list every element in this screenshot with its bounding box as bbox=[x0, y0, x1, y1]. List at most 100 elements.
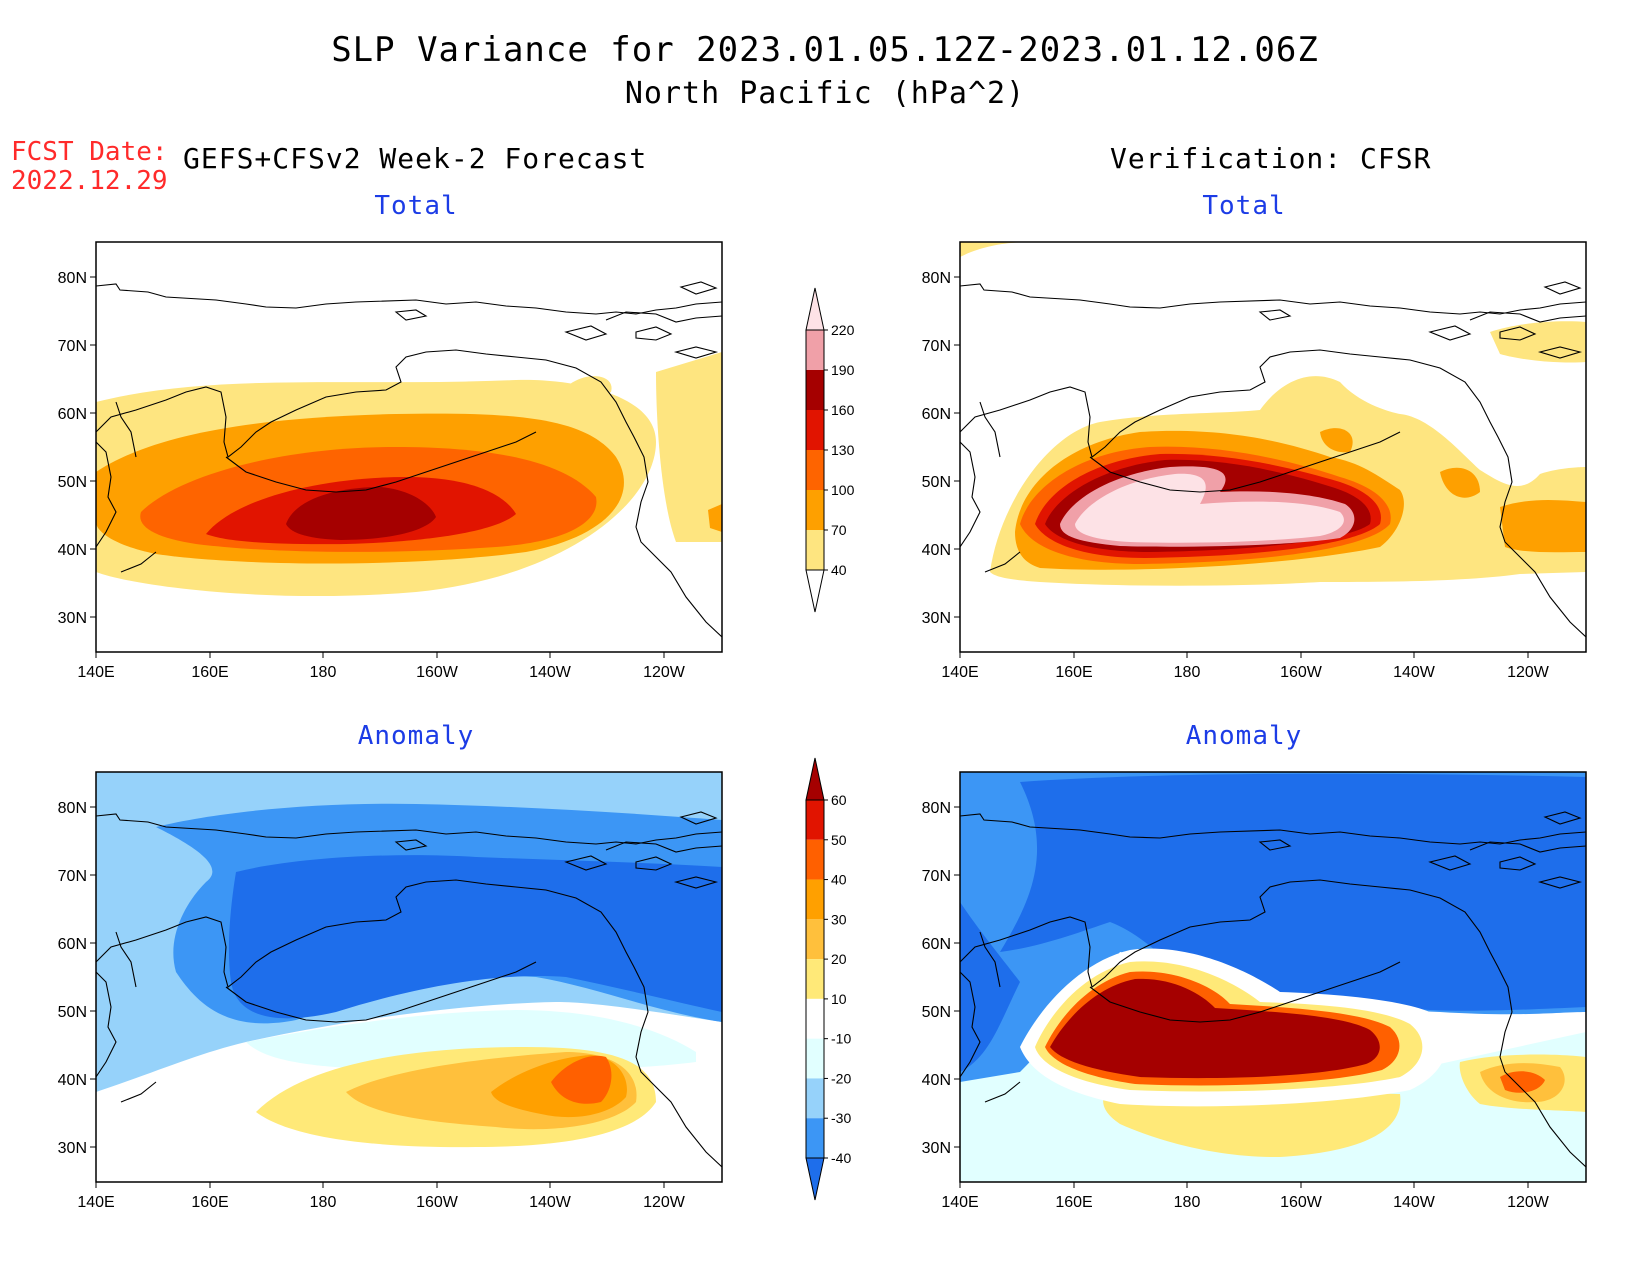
contour-region bbox=[1490, 321, 1586, 363]
contour-region bbox=[1320, 428, 1353, 453]
lon-tick-label: 160W bbox=[416, 1194, 459, 1211]
colorbar-label: 60 bbox=[831, 792, 847, 808]
lon-tick-label: 120W bbox=[1507, 664, 1550, 681]
colorbar-label: 130 bbox=[831, 442, 855, 458]
lat-tick-label: 70N bbox=[922, 338, 951, 355]
lon-tick-label: 120W bbox=[643, 1194, 686, 1211]
lon-tick-label: 180 bbox=[310, 664, 337, 681]
verification-heading: Verification: CFSR bbox=[1110, 142, 1432, 175]
colorbar-segment bbox=[806, 410, 824, 450]
lat-tick-label: 30N bbox=[922, 1140, 951, 1157]
lat-tick-label: 80N bbox=[922, 270, 951, 287]
contour-region bbox=[286, 487, 436, 540]
lon-tick-label: 140W bbox=[529, 1194, 572, 1211]
contour-region bbox=[1500, 499, 1586, 553]
colorbar-segment bbox=[805, 1157, 825, 1201]
lat-tick-label: 60N bbox=[922, 406, 951, 423]
contour-region bbox=[1103, 1091, 1401, 1158]
lat-tick-label: 60N bbox=[922, 936, 951, 953]
colorbar-label: -20 bbox=[831, 1070, 851, 1086]
colorbar-segment bbox=[806, 1038, 824, 1079]
lat-tick-label: 50N bbox=[922, 474, 951, 491]
contour-fills bbox=[960, 772, 1586, 1182]
colorbar-label: 100 bbox=[831, 482, 855, 498]
panel-title-verif-total: Total bbox=[1202, 191, 1286, 221]
lon-tick-label: 160W bbox=[416, 664, 459, 681]
colorbar-label: 10 bbox=[831, 991, 847, 1007]
colorbar-label: 30 bbox=[831, 911, 847, 927]
lat-tick-label: 40N bbox=[58, 1072, 87, 1089]
lat-tick-label: 50N bbox=[58, 1004, 87, 1021]
contour-region bbox=[960, 902, 1020, 1072]
colorbar-label: 40 bbox=[831, 872, 847, 888]
colorbar-segment bbox=[806, 530, 824, 570]
contour-fills bbox=[96, 352, 722, 597]
lat-tick-label: 70N bbox=[58, 338, 87, 355]
map-frame bbox=[95, 771, 723, 1183]
colorbar-segment bbox=[806, 1118, 824, 1158]
contour-region bbox=[551, 1055, 612, 1104]
lon-tick-label: 140E bbox=[77, 1194, 114, 1211]
chart-title: SLP Variance for 2023.01.05.12Z-2023.01.… bbox=[331, 30, 1319, 70]
colorbar-segment bbox=[806, 370, 824, 410]
lat-tick-label: 40N bbox=[922, 542, 951, 559]
lon-tick-label: 140E bbox=[941, 664, 978, 681]
colorbar-segment bbox=[806, 800, 824, 840]
lon-tick-label: 180 bbox=[310, 1194, 337, 1211]
contour-region bbox=[708, 504, 722, 532]
lat-tick-label: 50N bbox=[58, 474, 87, 491]
lon-tick-label: 140E bbox=[941, 1194, 978, 1211]
colorbar-anomaly: -40 -30 -20 -10 10 20 30 40 50 60 bbox=[805, 757, 851, 1201]
lon-tick-label: 140W bbox=[529, 664, 572, 681]
lon-tick-label: 160W bbox=[1280, 1194, 1323, 1211]
lat-tick-label: 50N bbox=[922, 1004, 951, 1021]
colorbar-segment bbox=[806, 450, 824, 490]
colorbar-label: 220 bbox=[831, 322, 855, 338]
colorbar-label: 20 bbox=[831, 951, 847, 967]
lon-tick-label: 140E bbox=[77, 664, 114, 681]
colorbar-label: 160 bbox=[831, 402, 855, 418]
forecast-heading: GEFS+CFSv2 Week-2 Forecast bbox=[183, 142, 648, 175]
contour-region bbox=[228, 855, 722, 1019]
lon-tick-label: 180 bbox=[1174, 664, 1201, 681]
colorbar-label: 50 bbox=[831, 832, 847, 848]
lon-tick-label: 160E bbox=[1055, 664, 1092, 681]
colorbar-segment bbox=[806, 879, 824, 920]
lat-tick-label: 40N bbox=[922, 1072, 951, 1089]
contour-region bbox=[960, 242, 1040, 257]
fcst-date-value: 2022.12.29 bbox=[11, 166, 168, 196]
colorbar-label: 70 bbox=[831, 522, 847, 538]
panel-title-fcst-anomaly: Anomaly bbox=[357, 721, 475, 751]
colorbar-segment bbox=[806, 490, 824, 530]
lat-tick-label: 30N bbox=[58, 1140, 87, 1157]
colorbar-segment bbox=[806, 919, 824, 960]
map-panel-verif-anomaly: 80N 70N 60N 50N 40N 30N 140E 160E 180 160W 140W 120… bbox=[922, 771, 1587, 1211]
colorbar-label: 40 bbox=[831, 562, 847, 578]
map-panel-fcst-total: 80N 70N 60N 50N 40N 30N 140E 160E 180 160W 140W 120… bbox=[58, 241, 723, 681]
lon-tick-label: 160W bbox=[1280, 664, 1323, 681]
lon-tick-label: 160E bbox=[191, 1194, 228, 1211]
map-panel-verif-total: 80N 70N 60N 50N 40N 30N 140E 160E 180 160W 140W 120… bbox=[922, 241, 1587, 681]
lat-tick-label: 30N bbox=[922, 610, 951, 627]
colorbar-label: 190 bbox=[831, 362, 855, 378]
colorbar-segment bbox=[806, 998, 824, 1039]
colorbar-label: -30 bbox=[831, 1110, 851, 1126]
lon-tick-label: 120W bbox=[643, 664, 686, 681]
contour-region bbox=[1500, 1071, 1545, 1093]
colorbar-segment bbox=[806, 1078, 824, 1119]
lon-tick-label: 140W bbox=[1393, 664, 1436, 681]
lon-tick-label: 160E bbox=[191, 664, 228, 681]
colorbar-segment bbox=[806, 959, 824, 999]
map-frame bbox=[959, 241, 1587, 653]
lat-tick-label: 70N bbox=[922, 868, 951, 885]
map-frame bbox=[959, 771, 1587, 1183]
lat-tick-label: 30N bbox=[58, 610, 87, 627]
lat-tick-label: 80N bbox=[58, 270, 87, 287]
colorbar-label: -40 bbox=[831, 1150, 851, 1166]
colorbar-segment bbox=[806, 839, 824, 880]
lon-tick-label: 180 bbox=[1174, 1194, 1201, 1211]
colorbar-segment bbox=[806, 330, 824, 370]
lat-tick-label: 80N bbox=[922, 800, 951, 817]
contour-region bbox=[656, 352, 722, 542]
